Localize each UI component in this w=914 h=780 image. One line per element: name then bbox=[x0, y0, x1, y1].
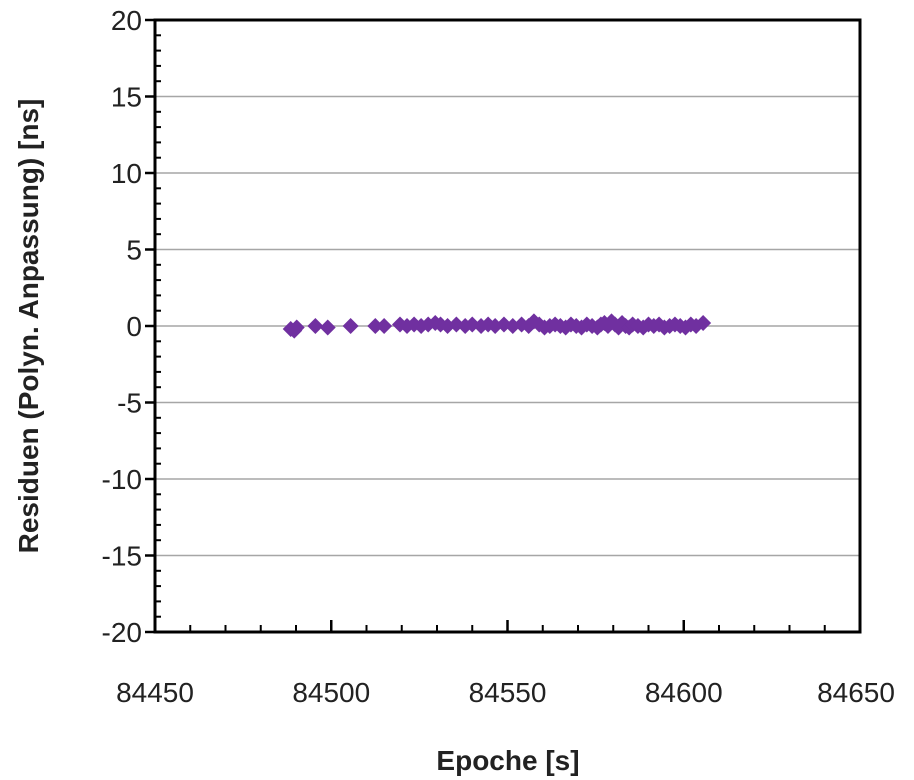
y-tick-label: -15 bbox=[102, 541, 142, 572]
data-point bbox=[695, 314, 712, 331]
y-tick-label: 0 bbox=[126, 311, 142, 342]
data-point bbox=[288, 319, 305, 336]
x-axis-title: Epoche [s] bbox=[436, 745, 579, 776]
data-point bbox=[319, 319, 336, 336]
x-tick-label: 84500 bbox=[292, 677, 370, 708]
y-axis-title: Residuen (Polyn. Anpassung) [ns] bbox=[13, 99, 44, 554]
x-tick-label: 84450 bbox=[116, 677, 194, 708]
y-tick-label: -5 bbox=[117, 388, 142, 419]
x-tick-labels: 84450 84500 84550 84600 84650 bbox=[116, 677, 895, 708]
data-point bbox=[367, 318, 384, 334]
axis-ticks bbox=[145, 18, 862, 634]
y-tick-label: -20 bbox=[102, 617, 142, 648]
y-tick-label: 10 bbox=[111, 158, 142, 189]
x-tick-label: 84650 bbox=[817, 677, 895, 708]
data-points bbox=[282, 313, 712, 339]
x-tick-label: 84550 bbox=[469, 677, 547, 708]
grid-lines bbox=[155, 95, 860, 557]
y-tick-label: 5 bbox=[126, 235, 142, 266]
data-point bbox=[342, 318, 359, 334]
y-tick-label: 15 bbox=[111, 82, 142, 113]
y-tick-label: 20 bbox=[111, 5, 142, 36]
data-point bbox=[376, 318, 393, 334]
y-tick-labels: 20 15 10 5 0 -5 -10 -15 -20 bbox=[102, 5, 142, 648]
data-point bbox=[307, 318, 324, 334]
x-tick-label: 84600 bbox=[645, 677, 723, 708]
y-tick-label: -10 bbox=[102, 464, 142, 495]
